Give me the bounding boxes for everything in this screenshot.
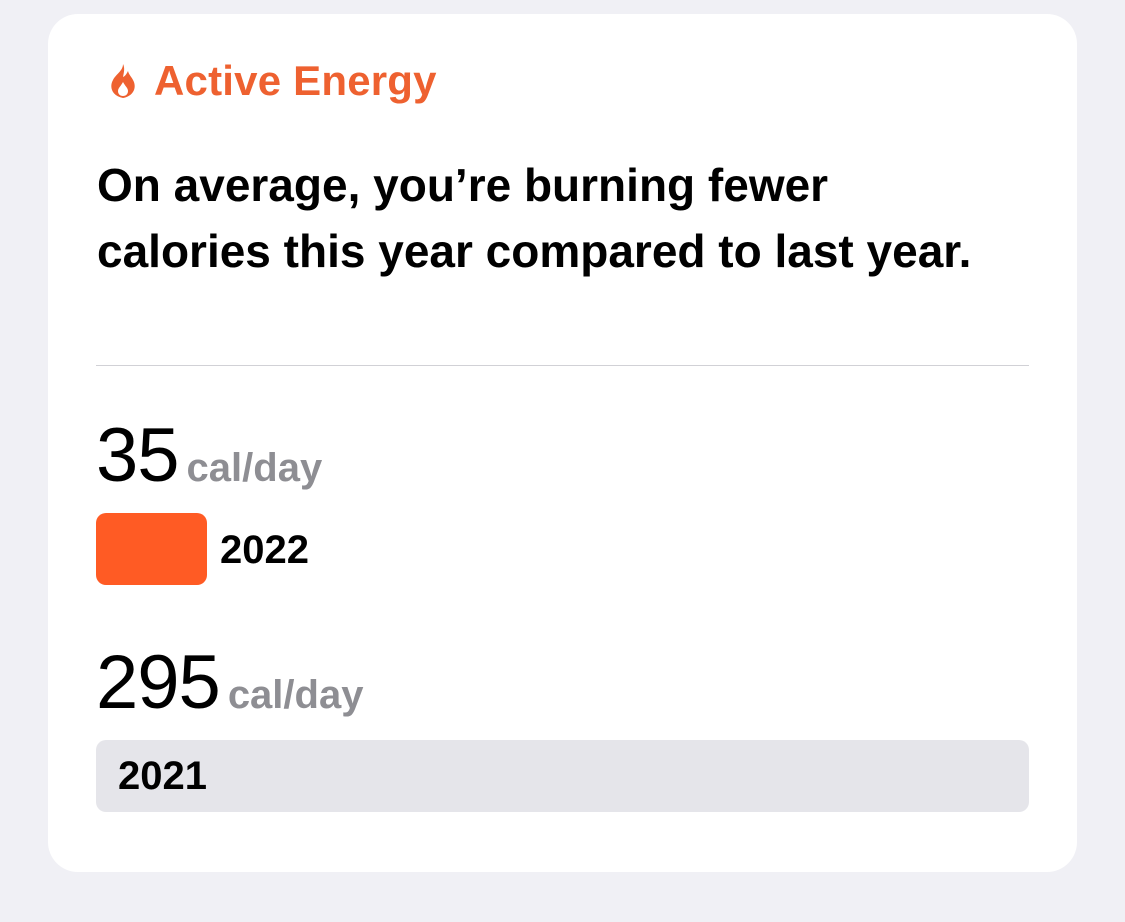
stat-2021: 295 cal/day xyxy=(96,639,363,726)
card-title: Active Energy xyxy=(154,57,437,104)
stat-2022: 35 cal/day xyxy=(96,412,322,499)
flame-icon xyxy=(106,61,140,101)
stat-unit-2021: cal/day xyxy=(227,673,364,717)
year-label-2022: 2022 xyxy=(220,528,309,572)
bar-2022 xyxy=(96,513,207,585)
stat-unit-2022: cal/day xyxy=(186,446,323,490)
year-label-2021: 2021 xyxy=(118,753,207,798)
stat-value-2022: 35 xyxy=(96,413,180,498)
summary-message: On average, you’re burning fewer calorie… xyxy=(97,159,972,277)
active-energy-card[interactable]: Active Energy On average, you’re burning… xyxy=(48,14,1077,872)
card-header: Active Energy xyxy=(106,56,437,106)
bar-2021: 2021 xyxy=(96,740,1029,812)
stat-value-2021: 295 xyxy=(96,640,221,725)
divider xyxy=(96,365,1029,366)
